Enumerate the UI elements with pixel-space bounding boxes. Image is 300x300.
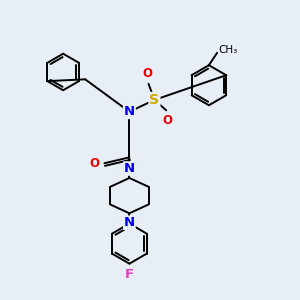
Text: S: S: [149, 93, 159, 107]
Text: N: N: [124, 105, 135, 118]
Text: O: O: [89, 157, 99, 170]
Text: CH₃: CH₃: [218, 45, 238, 55]
Text: O: O: [142, 67, 152, 80]
Text: O: O: [163, 114, 173, 127]
Text: N: N: [124, 216, 135, 229]
Text: F: F: [125, 268, 134, 281]
Text: N: N: [124, 162, 135, 175]
